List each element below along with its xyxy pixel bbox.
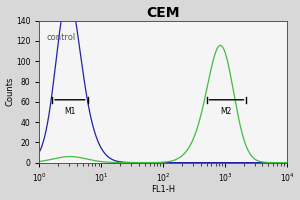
- X-axis label: FL1-H: FL1-H: [151, 185, 175, 194]
- Title: CEM: CEM: [146, 6, 180, 20]
- Text: M2: M2: [221, 107, 232, 116]
- Y-axis label: Counts: Counts: [6, 77, 15, 106]
- Text: control: control: [46, 33, 76, 42]
- Text: M1: M1: [64, 107, 76, 116]
